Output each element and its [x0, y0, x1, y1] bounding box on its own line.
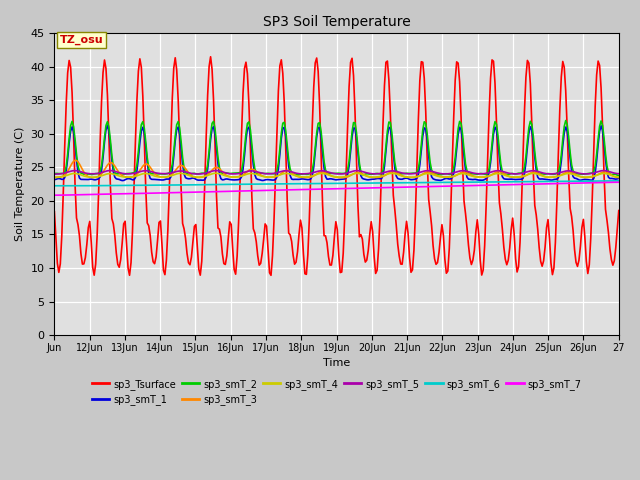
sp3_smT_7	[88, 192, 95, 197]
sp3_smT_2	[453, 140, 461, 145]
Line: sp3_smT_1: sp3_smT_1	[54, 125, 619, 180]
sp3_smT_5	[538, 170, 546, 176]
sp3_smT_2	[341, 170, 349, 176]
sp3_smT_1	[615, 176, 623, 181]
sp3_smT_3	[613, 175, 621, 180]
sp3_smT_6	[454, 180, 462, 185]
sp3_smT_2	[612, 171, 620, 177]
Y-axis label: Soil Temperature (C): Soil Temperature (C)	[15, 127, 25, 241]
sp3_smT_7	[453, 183, 461, 189]
sp3_smT_4	[342, 173, 350, 179]
sp3_smT_1	[51, 177, 58, 182]
sp3_smT_5	[342, 170, 350, 176]
sp3_smT_3	[89, 175, 97, 180]
sp3_smT_6	[538, 179, 546, 184]
Title: SP3 Soil Temperature: SP3 Soil Temperature	[262, 15, 410, 29]
sp3_smT_7	[615, 180, 623, 185]
sp3_smT_2	[615, 173, 623, 179]
sp3_smT_4	[612, 174, 620, 180]
sp3_Tsurface	[613, 226, 621, 231]
Line: sp3_smT_5: sp3_smT_5	[54, 170, 619, 174]
sp3_smT_7	[611, 180, 618, 185]
sp3_smT_4	[88, 174, 95, 180]
sp3_smT_4	[70, 170, 77, 176]
sp3_smT_3	[338, 175, 346, 180]
sp3_smT_1	[344, 172, 351, 178]
sp3_smT_2	[537, 171, 545, 177]
Line: sp3_smT_7: sp3_smT_7	[54, 182, 619, 195]
Line: sp3_smT_2: sp3_smT_2	[54, 120, 619, 176]
sp3_smT_3	[344, 174, 351, 180]
sp3_Tsurface	[51, 209, 58, 215]
sp3_smT_1	[456, 124, 463, 130]
sp3_smT_3	[615, 175, 623, 180]
sp3_Tsurface	[456, 79, 463, 84]
Line: sp3_smT_4: sp3_smT_4	[54, 173, 619, 178]
sp3_smT_4	[615, 174, 623, 180]
sp3_smT_2	[562, 118, 570, 123]
sp3_smT_7	[70, 192, 77, 198]
sp3_smT_7	[537, 181, 545, 187]
sp3_smT_6	[342, 180, 350, 186]
sp3_smT_3	[71, 157, 79, 163]
Line: sp3_smT_6: sp3_smT_6	[54, 181, 619, 186]
Line: sp3_Tsurface: sp3_Tsurface	[54, 57, 619, 276]
sp3_smT_6	[65, 183, 73, 189]
sp3_smT_1	[70, 129, 77, 134]
sp3_smT_7	[51, 192, 58, 198]
sp3_smT_1	[118, 178, 126, 183]
sp3_smT_6	[51, 183, 58, 189]
sp3_Tsurface	[615, 208, 623, 214]
sp3_Tsurface	[540, 258, 547, 264]
sp3_smT_1	[88, 176, 95, 182]
sp3_smT_1	[540, 176, 547, 182]
sp3_Tsurface	[207, 54, 214, 60]
sp3_Tsurface	[344, 123, 351, 129]
sp3_smT_3	[51, 174, 58, 180]
sp3_Tsurface	[70, 132, 77, 138]
sp3_smT_5	[612, 170, 620, 176]
sp3_smT_3	[70, 158, 77, 164]
Text: TZ_osu: TZ_osu	[60, 35, 103, 45]
sp3_smT_1	[613, 176, 621, 182]
sp3_smT_2	[88, 172, 95, 178]
sp3_smT_5	[88, 171, 95, 177]
sp3_smT_5	[70, 168, 77, 174]
sp3_smT_3	[540, 173, 547, 179]
sp3_smT_5	[106, 168, 114, 173]
sp3_smT_4	[212, 170, 220, 176]
sp3_Tsurface	[267, 273, 275, 278]
sp3_smT_6	[89, 183, 97, 189]
X-axis label: Time: Time	[323, 359, 350, 368]
sp3_smT_4	[454, 171, 462, 177]
sp3_smT_3	[456, 170, 463, 176]
sp3_Tsurface	[88, 240, 95, 245]
sp3_smT_2	[70, 124, 77, 130]
sp3_smT_6	[71, 183, 79, 189]
sp3_smT_7	[341, 186, 349, 192]
Line: sp3_smT_3: sp3_smT_3	[54, 160, 619, 178]
sp3_smT_5	[615, 171, 623, 177]
sp3_smT_4	[51, 175, 58, 180]
sp3_smT_5	[51, 171, 58, 177]
sp3_smT_2	[51, 171, 58, 177]
sp3_smT_6	[615, 178, 623, 184]
sp3_smT_6	[612, 178, 620, 184]
sp3_smT_5	[454, 168, 462, 174]
sp3_smT_1	[104, 122, 111, 128]
Legend: sp3_Tsurface, sp3_smT_1, sp3_smT_2, sp3_smT_3, sp3_smT_4, sp3_smT_5, sp3_smT_6, : sp3_Tsurface, sp3_smT_1, sp3_smT_2, sp3_…	[88, 375, 586, 409]
sp3_smT_4	[538, 173, 546, 179]
